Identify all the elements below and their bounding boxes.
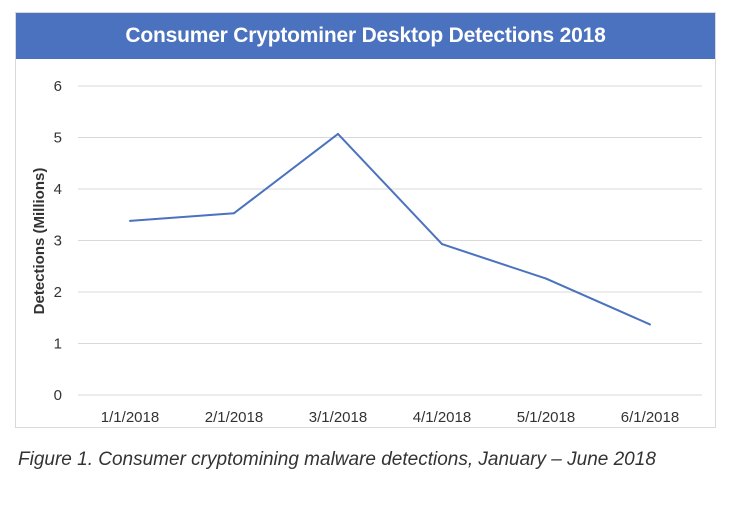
data-point bbox=[649, 323, 651, 326]
series-layer bbox=[129, 132, 651, 326]
x-tick-label: 2/1/2018 bbox=[205, 409, 263, 426]
x-tick-label: 5/1/2018 bbox=[517, 409, 575, 426]
x-tick-label: 1/1/2018 bbox=[101, 409, 159, 426]
y-tick-label: 0 bbox=[54, 387, 62, 404]
y-axis-ticks: 0 1 2 3 4 5 6 bbox=[54, 78, 62, 404]
chart-title-bar: Consumer Cryptominer Desktop Detections … bbox=[16, 13, 715, 59]
y-tick-label: 6 bbox=[54, 78, 62, 95]
line-chart: 0 1 2 3 4 5 6 1/1/2018 2/1/2018 3/1/2018 4/1/2018… bbox=[31, 78, 702, 426]
figure-caption: Figure 1. Consumer cryptomining malware … bbox=[18, 449, 656, 470]
x-axis-ticks: 1/1/2018 2/1/2018 3/1/2018 4/1/2018 5/1/2018… bbox=[101, 409, 679, 426]
y-tick-label: 4 bbox=[54, 181, 62, 198]
gridlines bbox=[78, 85, 702, 396]
x-tick-label: 4/1/2018 bbox=[413, 409, 471, 426]
x-tick-label: 6/1/2018 bbox=[621, 409, 679, 426]
y-axis-title: Detections (Millions) bbox=[31, 168, 48, 315]
x-tick-label: 3/1/2018 bbox=[309, 409, 367, 426]
series-line-0 bbox=[129, 132, 651, 326]
chart-title: Consumer Cryptominer Desktop Detections … bbox=[125, 24, 606, 47]
data-point bbox=[337, 132, 339, 135]
y-tick-label: 3 bbox=[54, 233, 62, 250]
data-point bbox=[233, 212, 235, 215]
y-tick-label: 5 bbox=[54, 130, 62, 147]
data-point bbox=[545, 277, 547, 280]
chart-frame: Consumer Cryptominer Desktop Detections … bbox=[15, 12, 716, 428]
data-point bbox=[441, 243, 443, 246]
data-point bbox=[129, 219, 131, 222]
y-tick-label: 1 bbox=[54, 336, 62, 353]
y-tick-label: 2 bbox=[54, 284, 62, 301]
